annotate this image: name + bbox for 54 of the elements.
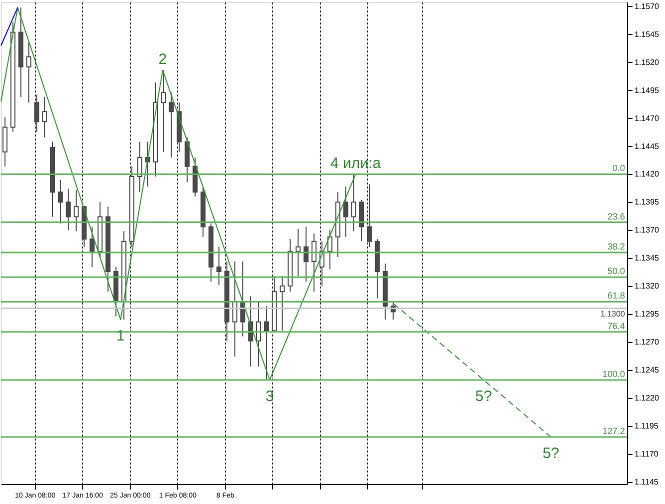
candlestick bbox=[58, 179, 63, 224]
candlestick bbox=[312, 232, 316, 292]
candlestick bbox=[216, 246, 222, 286]
candlestick bbox=[296, 228, 301, 276]
candlestick bbox=[137, 141, 142, 193]
candlestick bbox=[256, 301, 262, 368]
y-tick-label: 1.1320 bbox=[634, 282, 660, 291]
y-tick-label: 1.1520 bbox=[634, 58, 660, 67]
y-tick-label: 1.1420 bbox=[634, 170, 660, 179]
annotation: 50.0 bbox=[607, 266, 625, 276]
y-tick-label: 1.1245 bbox=[634, 365, 660, 374]
annotation: 0.0 bbox=[612, 163, 625, 174]
annotation: 2 bbox=[158, 51, 167, 68]
annotation: 5? bbox=[542, 445, 560, 462]
candlestick bbox=[42, 96, 48, 138]
candlestick bbox=[160, 70, 166, 152]
y-tick-label: 1.1220 bbox=[634, 393, 660, 402]
y-tick-label: 1.1570 bbox=[634, 2, 660, 11]
annotation: 61.8 bbox=[607, 290, 625, 301]
y-tick-label: 1.1445 bbox=[634, 142, 660, 151]
annotation: 38.2 bbox=[607, 242, 625, 252]
annotation: 76.4 bbox=[607, 320, 625, 331]
candlestick bbox=[26, 42, 32, 104]
candlestick bbox=[280, 275, 285, 332]
candlestick bbox=[366, 184, 372, 248]
annotation: 4 или:a bbox=[330, 155, 382, 172]
y-tick-label: 1.1545 bbox=[634, 30, 660, 39]
candlestick bbox=[66, 188, 71, 231]
y-tick-label: 1.1470 bbox=[634, 114, 660, 123]
annotation: 23.6 bbox=[607, 211, 625, 222]
candlestick bbox=[264, 306, 269, 380]
y-tick-label: 1.1295 bbox=[634, 310, 660, 319]
y-tick-label: 1.1370 bbox=[634, 226, 660, 235]
y-tick-label: 1.1195 bbox=[634, 421, 659, 430]
y-tick-label: 1.1395 bbox=[634, 198, 660, 207]
candlestick bbox=[168, 92, 174, 158]
candlestick bbox=[304, 226, 309, 282]
candlestick bbox=[351, 174, 356, 232]
y-tick-label: 1.1145 bbox=[634, 477, 659, 486]
ref-line-label: 1.1300 bbox=[600, 309, 626, 318]
annotation: 3 bbox=[266, 388, 274, 405]
annotation: 100.0 bbox=[602, 368, 625, 379]
candlestick bbox=[343, 186, 348, 238]
annotation: 127.2 bbox=[602, 426, 625, 436]
candlestick bbox=[74, 189, 79, 232]
annotation: 1 bbox=[116, 328, 125, 345]
candlestick bbox=[34, 94, 40, 132]
annotation: 5? bbox=[475, 388, 492, 405]
y-tick-label: 1.1495 bbox=[634, 86, 660, 95]
y-tick-label: 1.1270 bbox=[634, 337, 660, 346]
y-tick-label: 1.1170 bbox=[634, 449, 659, 458]
candlestick bbox=[327, 230, 332, 270]
candlestick bbox=[90, 226, 95, 268]
y-tick-label: 1.1345 bbox=[634, 254, 660, 263]
